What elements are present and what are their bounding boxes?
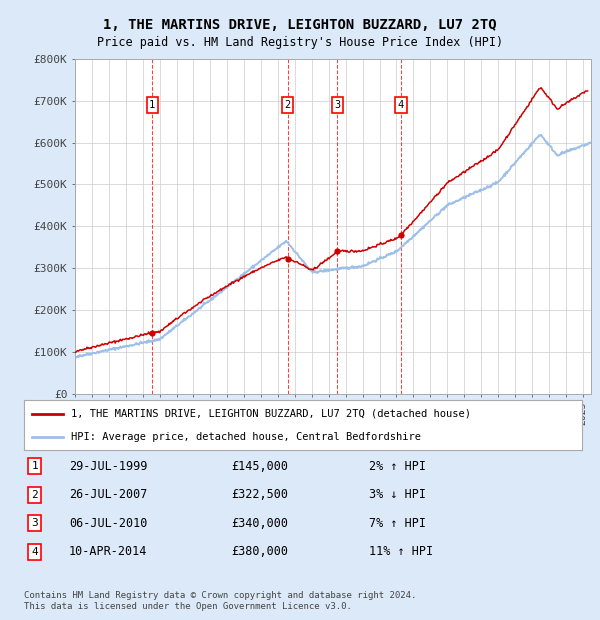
Text: 2: 2 — [31, 490, 38, 500]
Text: £340,000: £340,000 — [231, 517, 288, 529]
Text: 4: 4 — [398, 100, 404, 110]
Text: 26-JUL-2007: 26-JUL-2007 — [69, 489, 148, 501]
Text: 11% ↑ HPI: 11% ↑ HPI — [369, 546, 433, 558]
Text: 2% ↑ HPI: 2% ↑ HPI — [369, 460, 426, 472]
Text: £322,500: £322,500 — [231, 489, 288, 501]
Text: 1: 1 — [149, 100, 155, 110]
Text: £380,000: £380,000 — [231, 546, 288, 558]
Text: 2: 2 — [284, 100, 291, 110]
Text: 4: 4 — [31, 547, 38, 557]
Text: 3: 3 — [334, 100, 341, 110]
Text: 7% ↑ HPI: 7% ↑ HPI — [369, 517, 426, 529]
Text: 1: 1 — [31, 461, 38, 471]
Text: £145,000: £145,000 — [231, 460, 288, 472]
Text: 06-JUL-2010: 06-JUL-2010 — [69, 517, 148, 529]
Text: 29-JUL-1999: 29-JUL-1999 — [69, 460, 148, 472]
Text: HPI: Average price, detached house, Central Bedfordshire: HPI: Average price, detached house, Cent… — [71, 432, 421, 442]
Text: Contains HM Land Registry data © Crown copyright and database right 2024.
This d: Contains HM Land Registry data © Crown c… — [24, 591, 416, 611]
Text: 1, THE MARTINS DRIVE, LEIGHTON BUZZARD, LU7 2TQ: 1, THE MARTINS DRIVE, LEIGHTON BUZZARD, … — [103, 18, 497, 32]
Text: 3: 3 — [31, 518, 38, 528]
Text: 3% ↓ HPI: 3% ↓ HPI — [369, 489, 426, 501]
Text: 10-APR-2014: 10-APR-2014 — [69, 546, 148, 558]
Text: 1, THE MARTINS DRIVE, LEIGHTON BUZZARD, LU7 2TQ (detached house): 1, THE MARTINS DRIVE, LEIGHTON BUZZARD, … — [71, 409, 472, 419]
Text: Price paid vs. HM Land Registry's House Price Index (HPI): Price paid vs. HM Land Registry's House … — [97, 36, 503, 48]
